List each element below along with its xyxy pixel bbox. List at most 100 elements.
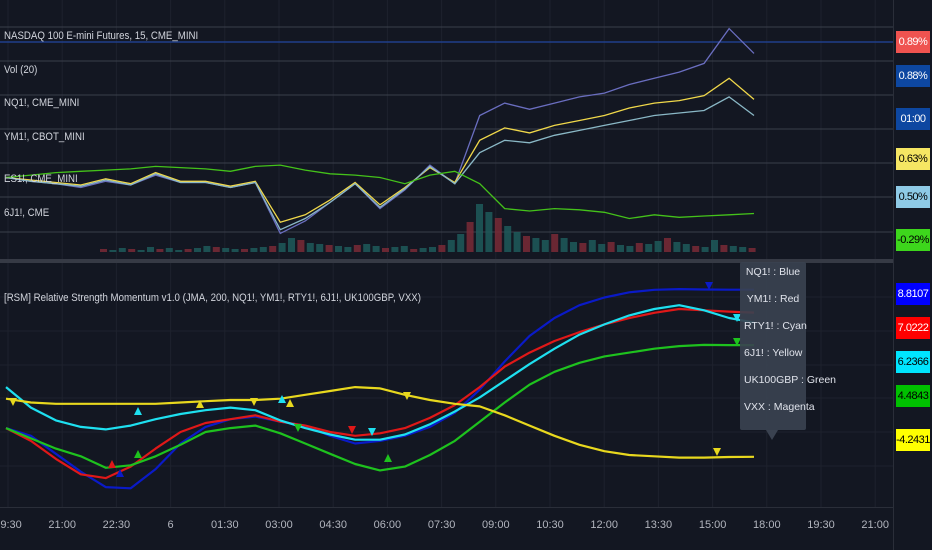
time-axis-label: 06:00 bbox=[373, 519, 402, 531]
signal-markers bbox=[9, 282, 741, 477]
volume-bar bbox=[297, 240, 305, 252]
volume-bar bbox=[570, 242, 577, 252]
time-axis-label: 07:30 bbox=[427, 519, 456, 531]
volume-bar bbox=[250, 248, 258, 252]
volume-bar bbox=[100, 249, 107, 252]
volume-bar bbox=[438, 245, 446, 252]
volume-bar bbox=[137, 250, 145, 252]
volume-bar bbox=[645, 244, 653, 252]
volume-bar bbox=[241, 249, 248, 252]
price-tag: -0.29% bbox=[896, 229, 930, 251]
volume-bar bbox=[306, 243, 314, 252]
tooltip-pointer bbox=[766, 430, 778, 440]
volume-bar bbox=[165, 248, 173, 252]
volume-bar bbox=[635, 243, 643, 252]
volume-bar bbox=[194, 248, 201, 252]
volume-bar bbox=[701, 247, 709, 252]
series-color-tooltip bbox=[740, 262, 806, 430]
time-axis-label: 04:30 bbox=[319, 519, 347, 531]
volume-bar bbox=[419, 248, 427, 252]
time-axis-label: 6 bbox=[167, 519, 174, 531]
volume-bar bbox=[316, 244, 324, 252]
price-tag: 01:00 bbox=[896, 108, 930, 130]
price-tag: 0.50% bbox=[896, 186, 930, 208]
symbol-title[interactable]: NASDAQ 100 E-mini Futures, 15, CME_MINI bbox=[4, 30, 199, 42]
price-tag: 4.4843 bbox=[896, 385, 930, 407]
price-tag: 0.89% bbox=[896, 31, 930, 53]
volume-bar bbox=[212, 247, 220, 252]
volume-bar bbox=[410, 249, 418, 252]
grid-layer bbox=[0, 0, 893, 507]
indicator-title[interactable]: [RSM] Relative Strength Momentum v1.0 (J… bbox=[4, 292, 421, 304]
tooltip-line: RTY1! : Cyan bbox=[744, 320, 807, 332]
volume-bar bbox=[109, 250, 117, 252]
volume-bar bbox=[447, 240, 455, 252]
time-axis-label: 22:30 bbox=[102, 519, 131, 531]
tooltip-line: NQ1! : Blue bbox=[745, 266, 801, 278]
pane-separator[interactable] bbox=[0, 259, 932, 263]
tooltip-line: VXX : Magenta bbox=[744, 401, 815, 413]
volume-bar bbox=[457, 234, 465, 252]
signal-marker bbox=[286, 399, 294, 407]
signal-marker bbox=[108, 460, 116, 468]
time-axis-label: 18:00 bbox=[753, 519, 781, 531]
tooltip-line: 6J1! : Yellow bbox=[744, 347, 803, 359]
signal-marker bbox=[134, 450, 142, 458]
volume-bar bbox=[739, 247, 747, 252]
signal-marker bbox=[705, 282, 713, 290]
volume-bar bbox=[729, 246, 737, 252]
volume-bar bbox=[222, 248, 230, 252]
tooltip-line: YM1! : Red bbox=[746, 293, 800, 305]
volume-bar bbox=[156, 249, 164, 252]
rsm-line-yellow bbox=[5, 386, 755, 459]
compare-label-ym[interactable]: YM1!, CBOT_MINI bbox=[4, 131, 85, 143]
signal-marker bbox=[713, 448, 721, 456]
signal-marker bbox=[278, 395, 286, 403]
signal-marker bbox=[250, 398, 258, 406]
signal-marker bbox=[294, 424, 302, 432]
volume-bar bbox=[711, 240, 718, 252]
volume-bar bbox=[466, 222, 474, 252]
volume-bar bbox=[363, 244, 371, 252]
volume-bar bbox=[682, 244, 690, 252]
time-axis-label: 21:00 bbox=[48, 519, 76, 531]
price-axis[interactable] bbox=[893, 0, 932, 550]
volume-indicator-label[interactable]: Vol (20) bbox=[4, 64, 38, 76]
signal-marker bbox=[384, 454, 392, 462]
series-line-nq1 bbox=[5, 27, 755, 235]
signal-marker bbox=[116, 469, 124, 477]
volume-bar bbox=[325, 245, 333, 252]
volume-bar bbox=[476, 204, 483, 252]
volume-bar bbox=[626, 246, 634, 252]
volume-bar bbox=[372, 246, 380, 252]
volume-bar bbox=[203, 246, 211, 252]
time-axis-label: 21:00 bbox=[861, 519, 889, 531]
price-tag: 8.8107 bbox=[896, 283, 930, 305]
time-axis-label: 19:30 bbox=[807, 519, 835, 531]
signal-marker bbox=[348, 426, 356, 434]
volume-bar bbox=[231, 249, 239, 252]
compare-label-6j[interactable]: 6J1!, CME bbox=[4, 207, 50, 219]
volume-bar bbox=[523, 236, 530, 252]
price-tag: 7.0222 bbox=[896, 317, 930, 339]
bottom-pane-series bbox=[5, 288, 755, 490]
time-axis-border bbox=[0, 507, 893, 508]
volume-bar bbox=[504, 226, 512, 252]
volume-bar bbox=[551, 234, 559, 252]
rsm-line-blue bbox=[5, 288, 754, 490]
volume-bar bbox=[532, 238, 540, 252]
compare-label-nq[interactable]: NQ1!, CME_MINI bbox=[4, 97, 80, 109]
volume-bar bbox=[344, 247, 352, 252]
volume-bar bbox=[598, 244, 606, 252]
signal-marker bbox=[368, 428, 376, 436]
signal-marker bbox=[733, 338, 741, 346]
volume-bar bbox=[353, 245, 361, 252]
compare-label-es[interactable]: ES1!, CME_MINI bbox=[4, 173, 78, 185]
volume-bar bbox=[391, 247, 399, 252]
time-axis-label: 12:00 bbox=[590, 519, 618, 531]
volume-bar bbox=[541, 240, 549, 252]
volume-bar bbox=[269, 246, 277, 252]
volume-bar bbox=[720, 245, 728, 252]
volume-bar bbox=[175, 250, 183, 252]
